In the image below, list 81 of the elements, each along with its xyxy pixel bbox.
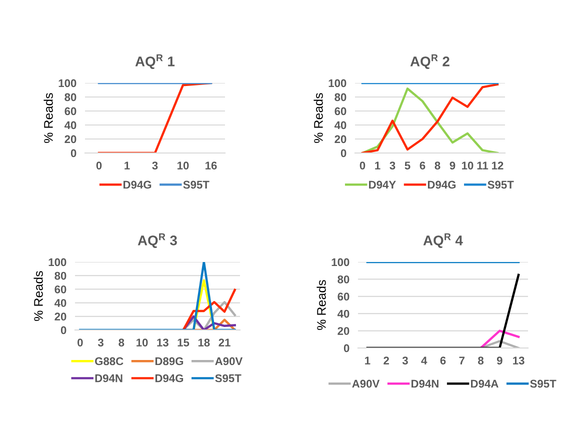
y-axis-title: % Reads	[44, 93, 53, 143]
chart-title: AQ$^{R}$ 1	[135, 54, 175, 69]
x-tick-label: 6	[440, 356, 446, 364]
x-tick-label: 10	[178, 162, 189, 170]
y-tick-label: 40	[64, 121, 76, 130]
legend-label: D94Y	[369, 180, 396, 189]
y-tick-label: 100	[332, 258, 350, 266]
y-tick-label: 20	[54, 312, 66, 321]
x-tick-label: 3	[152, 162, 158, 170]
x-tick-label: 21	[218, 338, 230, 346]
x-tick-label: 0	[96, 162, 102, 170]
x-tick-label: 3	[390, 162, 396, 170]
y-tick-label: 0	[70, 149, 76, 158]
x-tick-label: 0	[78, 338, 83, 346]
line-series	[182, 315, 236, 330]
x-tick-label: 16	[206, 162, 217, 170]
x-tick-label: 18	[198, 338, 210, 346]
x-tick-label: 7	[459, 356, 464, 364]
chart-title: AQ$^{R}$ 4	[423, 233, 463, 248]
x-tick-label: 11	[477, 162, 488, 170]
x-tick-label: 5	[404, 162, 410, 170]
legend-label: D94G	[428, 180, 456, 189]
legend-label: S95T	[530, 380, 556, 388]
x-tick-label: 8	[434, 162, 440, 170]
x-tick-label: 1	[375, 162, 380, 170]
y-tick-label: 20	[338, 327, 350, 335]
y-tick-label: 0	[340, 149, 346, 158]
legend-label: D94A	[471, 380, 498, 388]
y-tick-label: 100	[58, 79, 76, 88]
legend-label: D94N	[95, 374, 122, 382]
legend-label: S95T	[183, 180, 210, 189]
y-axis-title: % Reads	[34, 271, 43, 321]
y-axis-title: % Reads	[314, 93, 323, 143]
legend-label: D94G	[124, 180, 152, 189]
y-tick-label: 80	[64, 93, 76, 102]
y-tick-label: 60	[338, 292, 350, 301]
y-tick-label: 80	[334, 93, 346, 102]
x-tick-label: 10	[462, 162, 474, 170]
x-tick-label: 2	[384, 356, 389, 364]
y-tick-label: 60	[334, 107, 346, 116]
x-tick-label: 9	[450, 162, 456, 170]
x-tick-label: 8	[118, 338, 124, 346]
legend-label: A90V	[215, 357, 243, 366]
x-tick-label: 6	[420, 162, 426, 170]
y-tick-label: 40	[54, 299, 66, 307]
y-axis-title: % Reads	[316, 280, 326, 330]
y-tick-label: 60	[54, 285, 66, 294]
x-tick-label: 13	[157, 338, 168, 347]
x-tick-label: 1	[124, 162, 130, 170]
y-tick-label: 20	[334, 135, 346, 144]
x-tick-label: 0	[360, 162, 366, 170]
chart-title: AQ$^{R}$ 3	[138, 233, 177, 248]
chart-title: AQ$^{R}$ 2	[410, 54, 450, 69]
y-tick-label: 100	[48, 258, 66, 266]
line-series	[182, 288, 236, 330]
x-tick-label: 13	[513, 356, 524, 365]
y-tick-label: 40	[334, 121, 346, 130]
x-tick-label: 15	[178, 338, 190, 346]
legend-label: G88C	[95, 357, 124, 366]
y-tick-label: 100	[328, 79, 346, 88]
x-tick-label: 3	[98, 338, 104, 347]
legend-label: D94G	[155, 374, 184, 382]
legend-label: D94N	[412, 380, 438, 388]
x-tick-label: 10	[136, 338, 148, 346]
x-tick-label: 4	[421, 356, 428, 364]
y-tick-label: 80	[54, 272, 66, 280]
y-tick-label: 20	[64, 135, 76, 144]
x-tick-label: 1	[365, 356, 370, 364]
x-tick-label: 12	[492, 162, 504, 170]
y-tick-label: 60	[64, 107, 76, 116]
legend-label: S95T	[215, 374, 242, 382]
x-tick-label: 8	[478, 356, 484, 364]
x-tick-label: 9	[496, 356, 502, 364]
y-tick-label: 0	[60, 326, 66, 334]
legend-label: A90V	[352, 380, 380, 388]
y-tick-label: 80	[338, 275, 350, 284]
y-tick-label: 0	[344, 344, 350, 352]
legend-label: S95T	[488, 180, 514, 189]
x-tick-label: 3	[402, 356, 408, 365]
y-tick-label: 40	[337, 310, 350, 318]
legend-label: D89G	[155, 357, 184, 366]
